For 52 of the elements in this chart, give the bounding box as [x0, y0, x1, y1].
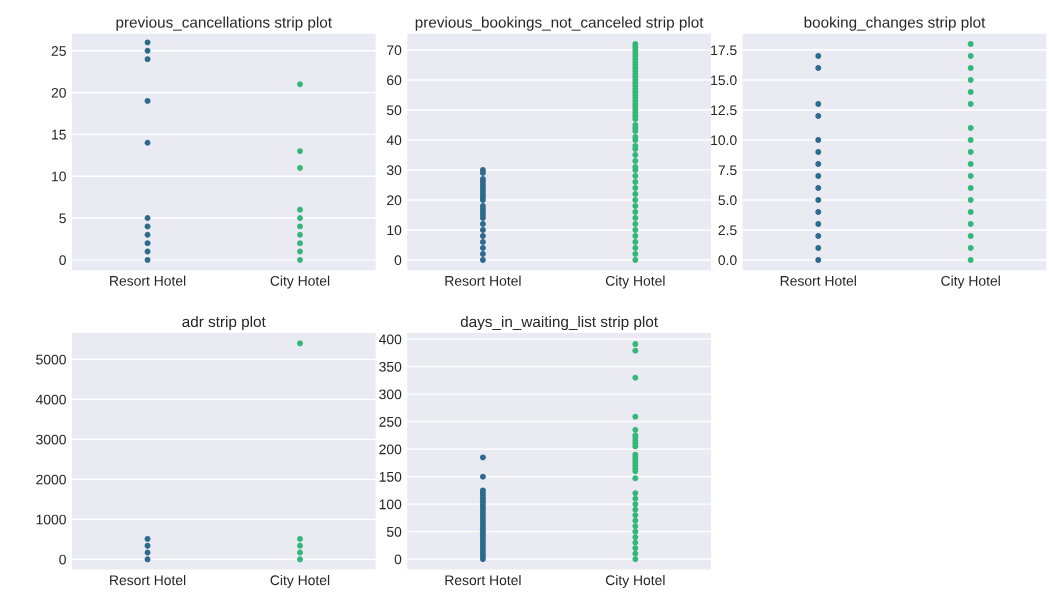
y-tick-label: 4000 — [35, 394, 66, 405]
y-tick-label: 5 — [59, 213, 66, 224]
x-tick-label: Resort Hotel — [445, 574, 521, 586]
y-tick-label: 200 — [379, 444, 402, 455]
y-tick-label: 7.5 — [718, 165, 737, 176]
chart-title: previous_bookings_not_canceled strip plot — [415, 16, 704, 31]
x-tick-label: Resort Hotel — [110, 574, 186, 586]
y-tick-label: 0 — [59, 255, 66, 266]
y-tick-label: 5000 — [36, 354, 66, 365]
y-tick-label: 2000 — [36, 474, 66, 485]
y-tick-label: 0 — [59, 554, 66, 565]
y-tick-label: 15.0 — [711, 75, 737, 86]
y-tick-label: 250 — [379, 416, 402, 427]
y-tick-label: 50 — [386, 105, 402, 116]
y-tick-label: 350 — [379, 361, 402, 372]
x-tick-label: City Hotel — [270, 275, 330, 289]
y-tick-label: 400 — [378, 334, 402, 345]
y-tick-label: 3000 — [36, 434, 66, 445]
y-tick-label: 12.5 — [711, 105, 737, 116]
x-tick-label: Resort Hotel — [445, 275, 521, 286]
y-tick-label: 0 — [394, 255, 402, 266]
y-tick-label: 10 — [52, 171, 66, 182]
y-tick-label: 15 — [52, 129, 66, 140]
y-tick-label: 300 — [379, 389, 402, 400]
y-tick-label: 50 — [386, 526, 402, 537]
y-tick-label: 2.5 — [718, 225, 737, 236]
y-tick-label: 0 — [394, 554, 402, 565]
x-tick-label: City Hotel — [270, 574, 330, 588]
y-tick-label: 70 — [387, 45, 402, 56]
y-tick-label: 10 — [387, 225, 402, 236]
x-tick-label: City Hotel — [605, 574, 665, 588]
chart-title: days_in_waiting_list strip plot — [460, 315, 658, 331]
y-tick-label: 100 — [379, 499, 402, 510]
chart-title: adr strip plot — [182, 315, 266, 331]
chart-title: booking_changes strip plot — [804, 16, 986, 31]
y-tick-label: 60 — [387, 75, 402, 86]
chart-title: previous_cancellations strip plot — [116, 16, 332, 31]
y-tick-label: 5.0 — [718, 195, 737, 206]
y-tick-label: 10.0 — [711, 135, 737, 146]
x-tick-label: Resort Hotel — [110, 275, 186, 286]
y-tick-label: 20 — [387, 195, 402, 206]
y-tick-label: 20 — [51, 87, 66, 98]
y-tick-label: 30 — [386, 165, 402, 176]
y-tick-label: 40 — [386, 135, 402, 146]
y-tick-label: 25 — [51, 46, 66, 56]
x-tick-label: City Hotel — [941, 275, 1000, 289]
y-tick-label: 17.5 — [711, 45, 737, 56]
y-tick-label: 1000 — [36, 514, 66, 525]
x-tick-label: Resort Hotel — [780, 275, 856, 286]
y-tick-label: 0.0 — [718, 255, 737, 266]
x-tick-label: City Hotel — [605, 275, 665, 289]
y-tick-label: 150 — [379, 471, 402, 482]
